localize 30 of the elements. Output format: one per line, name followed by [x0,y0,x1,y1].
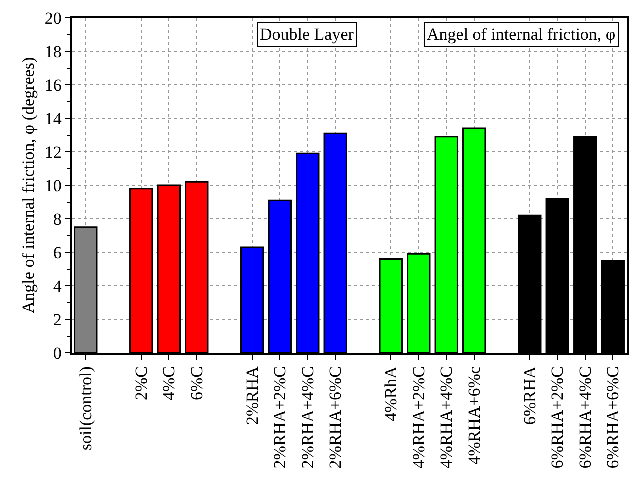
x-tick-label: soil(control) [76,366,96,451]
x-tick-label: 6%RHA+6%C [604,366,623,469]
y-axis-title: Angle of internal friction, φ (degrees) [18,57,38,314]
x-tick-label: 2%RHA+2%C [270,366,290,469]
x-tick-label: 2%RHA+4%C [298,366,318,469]
y-tick-label: 10 [44,176,62,196]
x-tick-label: 2%RHA [242,366,262,426]
x-tick-label: 6%C [187,366,206,401]
y-tick-label: 4 [53,276,62,296]
y-tick-label: 0 [53,344,62,363]
y-tick-label: 20 [44,8,62,28]
y-tick-label: 14 [44,109,62,128]
x-tick-label: 6%RHA+2%C [548,366,568,469]
y-tick-label: 18 [44,42,62,62]
annotation: Angel of internal friction, φ [427,25,616,44]
x-tick-label: 4%RhA [382,366,401,422]
x-tick-label: 2%RHA+6%C [326,366,346,469]
annotation: Double Layer [260,25,354,44]
x-tick-label: 4%RHA+2%C [409,366,428,469]
y-tick-label: 16 [44,76,62,95]
y-tick-label: 8 [53,210,62,229]
y-tick-label: 6 [53,243,62,262]
x-tick-label: 4%RHA+6%c [464,366,484,465]
y-tick-label: 2 [53,310,62,330]
x-tick-label: 4%C [160,366,179,401]
x-tick-label: 2%C [132,366,151,401]
x-tick-label: 6%RHA [520,366,540,426]
x-tick-label: 4%RHA+4%C [437,366,456,469]
x-tick-label: 6%RHA+4%C [576,366,595,469]
y-tick-label: 12 [44,142,62,162]
